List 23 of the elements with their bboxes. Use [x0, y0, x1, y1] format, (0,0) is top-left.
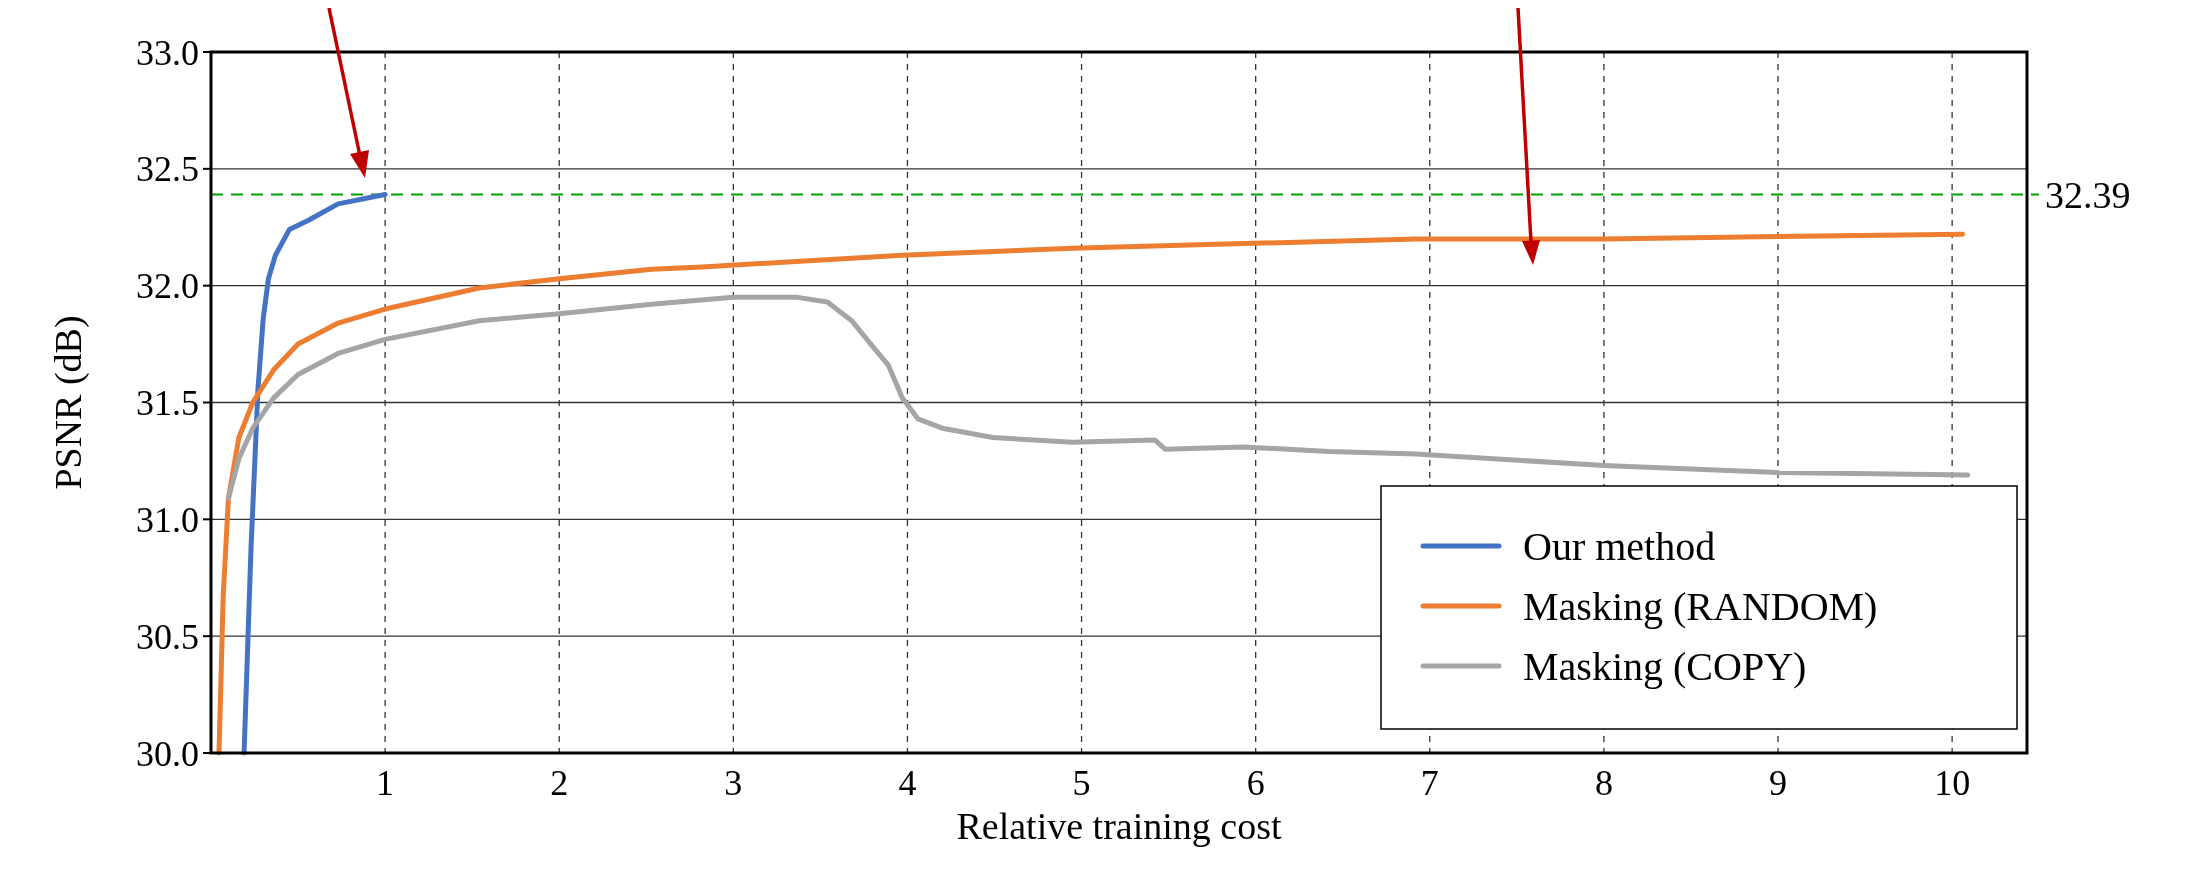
x-tick-label: 8 [1594, 763, 1613, 803]
y-tick-label: 30.5 [136, 616, 199, 657]
y-tick-label: 31.5 [136, 383, 199, 424]
x-tick-label: 1 [376, 763, 395, 803]
legend-label: Masking (RANDOM) [1523, 584, 1878, 629]
x-tick-label: 2 [550, 763, 569, 803]
x-tick-label: 3 [724, 763, 743, 803]
y-tick-label: 32.5 [136, 149, 199, 190]
x-tick-label: 10 [1934, 763, 1971, 803]
x-tick-label: 5 [1072, 763, 1091, 803]
y-tick-label: 32.0 [136, 266, 199, 307]
y-axis-title: PSNR (dB) [47, 315, 90, 490]
x-tick-label: 9 [1769, 763, 1788, 803]
legend-label: Our method [1523, 524, 1716, 569]
y-tick-label: 30.0 [136, 733, 199, 774]
x-tick-label: 7 [1420, 763, 1439, 803]
y-tick-label: 31.0 [136, 499, 199, 540]
x-axis-title: Relative training cost [956, 805, 1282, 847]
x-tick-label: 4 [898, 763, 917, 803]
legend-label: Masking (COPY) [1523, 644, 1807, 689]
x-tick-label: 6 [1246, 763, 1265, 803]
ref-line-label: 32.39 [2045, 173, 2131, 216]
y-tick-label: 33.0 [136, 32, 199, 73]
